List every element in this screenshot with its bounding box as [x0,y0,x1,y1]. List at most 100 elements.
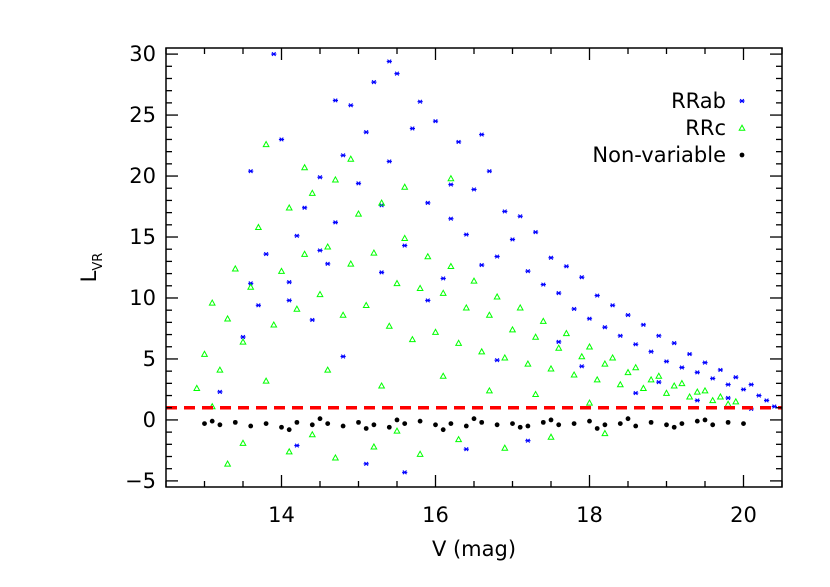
rrc-point [262,377,270,384]
non-variable-point [402,421,408,426]
rrc-point [570,370,578,378]
rrab-point [610,303,616,308]
rrab-point [402,470,408,475]
rrab-point [694,398,700,403]
rrab-point [302,205,308,210]
non-variable-point [633,423,639,429]
non-variable-point [479,419,485,425]
legend-item: Non-variable [592,143,745,167]
rrab-point [379,270,385,275]
y-axis-label: LVR [77,253,106,283]
non-variable-point [617,421,623,426]
non-variable-point [517,424,523,430]
rrc-point [331,453,340,461]
rrc-point [308,189,316,196]
non-variable-point [540,419,546,425]
rrc-point [531,390,540,398]
rrab-point [617,333,623,338]
rrc-point [324,366,332,373]
rrc-point [647,375,655,383]
rrab-point [355,181,362,186]
rrab-point [425,200,431,206]
rrc-point [562,329,571,337]
plot-frame [165,47,783,488]
non-variable-point [525,423,531,429]
legend: RRab RRc Non-variable [592,89,746,167]
rrab-point [748,382,754,387]
rrc-point [516,303,524,311]
rrab-point [348,103,354,108]
rrab-point [502,209,508,214]
rrab-point [556,339,562,345]
rrab-point [286,279,292,285]
rrc-point [639,384,648,391]
rrc-point [585,342,594,350]
rrc-point [478,347,486,355]
rrc-point [547,364,555,372]
x-tick-labels: 14 16 18 20 [268,503,757,527]
rrc-point [247,283,255,290]
rrc-point [331,175,340,183]
rrab-point [563,264,569,269]
x-tick-label: 20 [730,503,757,527]
rrc-point [239,338,247,345]
non-variable-point [279,424,284,430]
rrab-point [363,461,369,467]
rrc-point [531,333,540,340]
non-variable-point [356,419,361,425]
non-variable-point [571,421,577,426]
non-variable-point [202,421,207,426]
rrab-point [340,354,346,359]
y-tick-label: 15 [129,225,156,249]
rrab-point [525,268,531,274]
rrc-point [485,311,494,318]
rrc-point [393,279,401,287]
rrc-point [431,328,440,335]
x-tick-label: 16 [422,503,449,527]
rrab-point [217,389,223,395]
rrc-point [223,460,232,467]
rrab-point [717,367,723,373]
rrab-point [409,126,415,131]
rrab-point [633,390,639,396]
rrc-point [454,435,463,443]
rrc-point [670,381,678,389]
rrab-point [594,293,600,298]
y-tick-label: 10 [129,286,156,310]
non-variable-point [363,426,369,431]
x-tick-label: 18 [576,503,603,527]
rrab-point [371,79,377,85]
rrc-point [524,360,532,367]
y-tick-label: 0 [143,408,156,432]
legend-item: RRab [671,89,745,113]
non-variable-point [664,422,669,428]
rrab-point [386,59,392,64]
rrc-point [285,203,293,211]
rrab-point [294,233,300,239]
rrc-point [716,392,725,400]
rrab-point [633,342,639,347]
rrab-point [417,99,423,104]
rrc-point [262,140,270,148]
rrab-point [271,51,277,57]
rrab-point [255,303,261,308]
rrab-point [656,379,662,385]
rrab-point [602,325,608,330]
rrc-point [300,250,309,257]
axis-ticks [165,48,783,487]
non-variable-point [386,424,392,430]
rrab-point [517,214,523,219]
rrc-point [370,442,378,450]
rrc-point [701,386,709,394]
non-variable-point [594,426,600,431]
series-rrc [193,140,740,467]
rrab-point [694,370,700,375]
rrab-point [309,317,315,323]
non-variable-point [309,422,315,428]
rrab-point [248,168,254,174]
rrc-point [585,399,594,406]
rrc-point [555,344,563,351]
rrc-point [447,174,455,182]
non-variable-point [602,422,608,428]
